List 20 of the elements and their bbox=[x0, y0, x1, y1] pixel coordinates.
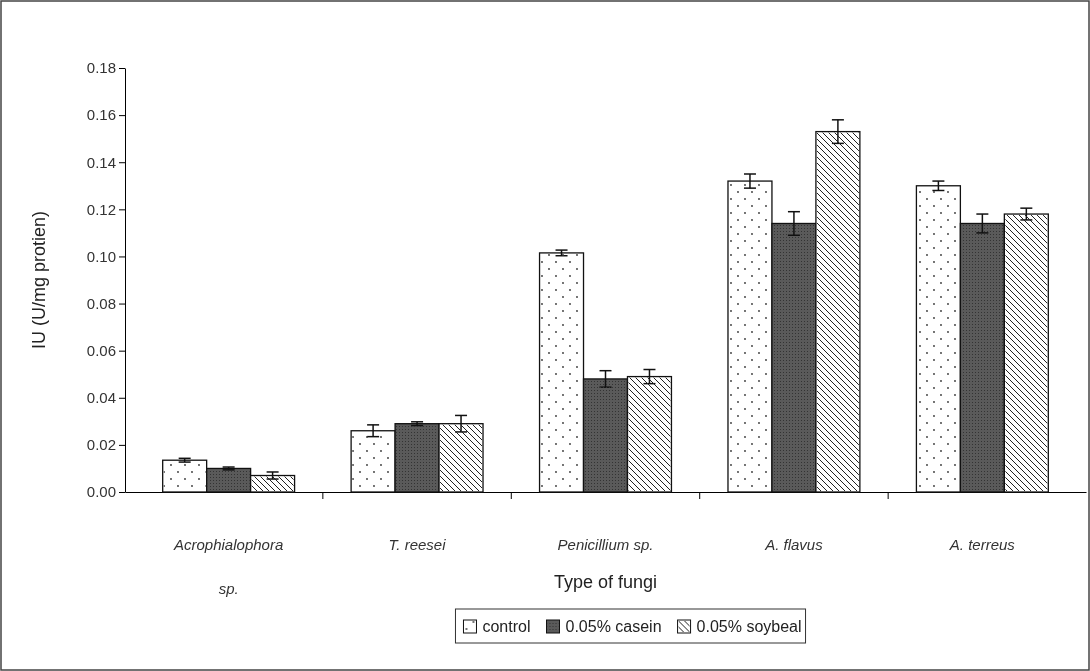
y-tick-label: 0.02 bbox=[86, 436, 116, 454]
y-axis-title: IU (U/mg protien) bbox=[29, 210, 49, 350]
y-tick-label: 0.08 bbox=[86, 294, 116, 312]
y-tick-label: 0.06 bbox=[86, 341, 116, 359]
y-tick-label: 0.12 bbox=[86, 200, 116, 218]
legend-label: 0.05% soybeal bbox=[696, 618, 802, 635]
y-tick-label: 0.04 bbox=[86, 389, 116, 407]
x-tick-label: A. flavus bbox=[764, 536, 824, 553]
legend-label: 0.05% casein bbox=[565, 618, 662, 635]
y-tick-label: 0.00 bbox=[86, 483, 116, 501]
x-tick-label: Penicillium sp. bbox=[557, 536, 654, 553]
x-axis-title: Type of fungi bbox=[553, 572, 658, 592]
y-tick-label: 0.16 bbox=[86, 106, 116, 124]
legend-label: control bbox=[482, 618, 531, 635]
y-tick-label: 0.14 bbox=[86, 153, 116, 171]
x-tick-label: A. terreus bbox=[948, 536, 1016, 553]
y-tick-label: 0.18 bbox=[86, 59, 116, 77]
category-label: Acrophialophora sp. bbox=[174, 536, 284, 597]
x-tick-label: T. reesei bbox=[388, 536, 447, 553]
y-tick-label: 0.10 bbox=[86, 247, 116, 265]
